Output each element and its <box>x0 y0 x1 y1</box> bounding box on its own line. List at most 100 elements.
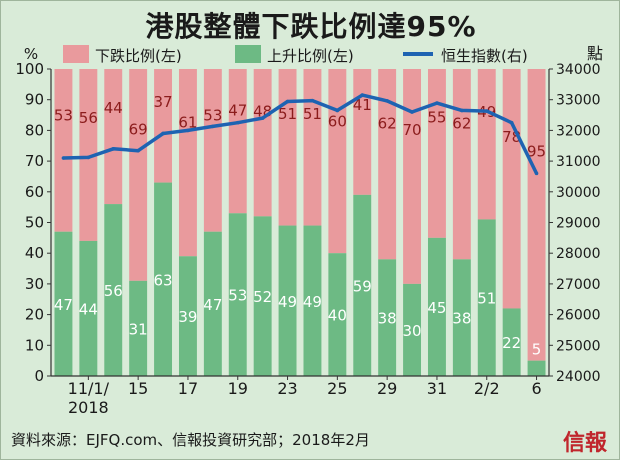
right-axis-tick-label: 30000 <box>556 185 601 201</box>
left-axis-tick-label: 60 <box>25 183 44 201</box>
bar-label-up: 47 <box>203 296 222 314</box>
chart-title: 港股整體下跌比例達95% <box>145 10 477 43</box>
bar-label-up: 47 <box>54 296 73 314</box>
bar-label-up: 63 <box>154 271 173 289</box>
index-point <box>285 99 290 104</box>
bar-up <box>104 204 123 376</box>
bar-up <box>278 225 297 376</box>
bar-label-up: 49 <box>303 293 322 311</box>
bar-label-down: 51 <box>278 105 297 123</box>
bar-down <box>353 69 372 195</box>
left-axis-tick-label: 10 <box>25 336 44 354</box>
right-axis-tick-label: 24000 <box>556 369 601 385</box>
bar-up <box>253 216 272 376</box>
bar-down <box>427 69 446 238</box>
x-axis-tick-label: 17 <box>178 379 198 398</box>
bar-label-down: 37 <box>154 93 173 111</box>
bar-label-down: 62 <box>378 114 397 132</box>
left-axis-tick-label: 90 <box>25 91 44 109</box>
left-axis-tick-label: 0 <box>34 367 44 385</box>
bar-label-up: 56 <box>104 282 123 300</box>
legend-label-up: 上升比例(左) <box>267 47 354 65</box>
bar-down <box>54 69 73 232</box>
index-point <box>186 128 190 133</box>
bar-label-up: 44 <box>79 300 98 318</box>
x-axis-tick-label: 2/2 <box>474 379 500 398</box>
index-point <box>211 124 215 129</box>
bar-label-down: 61 <box>178 113 197 131</box>
bar-label-down: 51 <box>303 105 322 123</box>
x-axis-tick-label: 11/1/ <box>68 379 110 398</box>
bar-label-up: 30 <box>403 322 422 340</box>
bar-up <box>427 237 446 376</box>
bar-down <box>154 69 173 183</box>
bar-label-up: 52 <box>253 288 272 306</box>
bar-label-down: 44 <box>104 99 123 117</box>
bar-up <box>378 259 397 376</box>
legend-label-down: 下跌比例(左) <box>95 47 182 65</box>
bar-up <box>129 280 148 376</box>
index-point <box>111 147 116 151</box>
left-axis-unit: % <box>24 45 38 63</box>
bar-label-down: 62 <box>452 114 471 132</box>
x-axis-tick-label: 19 <box>228 379 248 398</box>
bar-down <box>328 69 347 254</box>
bar-label-down: 55 <box>427 108 446 126</box>
index-point <box>136 148 140 153</box>
legend-swatch-down <box>63 45 89 63</box>
index-point <box>61 156 66 160</box>
index-point <box>484 109 489 113</box>
index-line <box>63 93 539 175</box>
bar-label-down: 53 <box>54 107 73 125</box>
bar-up <box>353 194 372 376</box>
bar-down <box>178 69 197 257</box>
left-axis-tick-label: 50 <box>25 214 44 232</box>
left-axis-tick-label: 100 <box>15 60 44 78</box>
bar-down <box>527 69 546 361</box>
bar-down <box>452 69 471 260</box>
index-point <box>235 120 240 125</box>
x-axis-tick-label: 15 <box>128 379 148 398</box>
left-axis-tick-label: 20 <box>25 306 44 324</box>
index-point <box>460 108 464 113</box>
right-axis-tick-label: 31000 <box>556 154 601 170</box>
bar-label-down: 95 <box>527 143 546 161</box>
bar-up <box>403 283 422 376</box>
index-point <box>509 120 514 125</box>
right-axis-tick-label: 28000 <box>556 246 601 262</box>
bar-down <box>129 69 148 281</box>
legend-swatch-up <box>235 45 261 63</box>
bar-up <box>228 213 247 376</box>
right-axis-tick-label: 33000 <box>556 93 601 109</box>
right-axis-tick-label: 25000 <box>556 338 601 354</box>
bar-label-down: 69 <box>129 120 148 138</box>
bar-label-down: 56 <box>79 109 98 127</box>
source-note: 資料來源：EJFQ.com、信報投資研究部；2018年2月 <box>11 431 370 449</box>
bar-down <box>403 69 422 284</box>
bar-label-up: 38 <box>378 310 397 328</box>
bar-down <box>203 69 222 232</box>
bar-up <box>178 256 197 376</box>
bar-label-up: 38 <box>452 310 471 328</box>
index-point <box>435 101 439 105</box>
bar-up <box>452 259 471 376</box>
right-axis-tick-label: 29000 <box>556 216 601 232</box>
brand-logo: 信報 <box>562 430 607 456</box>
legend-label-index: 恒生指數(右) <box>441 47 528 65</box>
right-axis-unit: 點 <box>587 44 603 63</box>
right-axis-tick-label: 34000 <box>556 62 601 78</box>
bar-label-up: 49 <box>278 293 297 311</box>
left-axis-tick-label: 30 <box>25 275 44 293</box>
bar-label-down: 41 <box>353 96 372 114</box>
bar-down <box>253 69 272 217</box>
index-point <box>385 99 389 103</box>
bar-up <box>79 240 98 376</box>
x-axis-tick-label: 6 <box>531 379 541 398</box>
index-point <box>410 110 414 114</box>
bar-label-up: 45 <box>427 299 446 317</box>
bar-up <box>328 253 347 376</box>
bar-label-down: 53 <box>203 107 222 125</box>
bar-up <box>303 225 322 376</box>
index-point <box>161 131 165 136</box>
